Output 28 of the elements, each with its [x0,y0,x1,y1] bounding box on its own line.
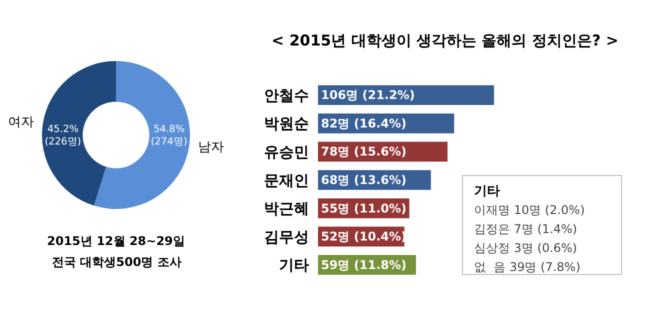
donut-slice [94,61,190,209]
slice-label: 여자 [8,115,34,130]
data-label: 78명 (15.6%) [321,144,406,159]
data-label: 106명 (21.2%) [321,88,415,102]
data-label: 54.8% (274명) [150,124,188,148]
text: 전국 대학생500명 조사 [52,255,182,269]
annotation: 김정은 7명 (1.4%) [474,222,578,236]
annotation: 심상정 3명 (0.6%) [474,241,578,255]
text: 2015년 12월 28~29일 [47,234,185,248]
data-label: 45.2% (226명) [44,124,82,148]
y-tick-label: 안철수 [264,86,309,104]
chart-title: < 2015년 대학생이 생각하는 올해의 정치인은? > [272,31,618,50]
y-tick-label: 기타 [279,256,309,274]
data-label: 59명 (11.8%) [321,258,406,272]
y-tick-label: 박근혜 [264,200,309,218]
annotation: 없 음 39명 (7.8%) [474,260,580,274]
y-tick-label: 유승민 [264,142,309,161]
data-label: 82명 (16.4%) [321,116,406,130]
y-tick-label: 박원순 [264,114,309,133]
data-label: 52명 (10.4%) [321,230,406,244]
slice-label: 남자 [198,140,224,155]
data-label: 68명 (13.6%) [321,173,406,187]
annotation: 이재명 10명 (2.0%) [474,203,585,217]
donut-slice [42,61,116,206]
data-label: 55명 (11.0%) [321,201,406,216]
y-tick-label: 김무성 [264,228,309,246]
y-tick-label: 문재인 [264,171,309,190]
annotation: 기타 [474,184,500,199]
